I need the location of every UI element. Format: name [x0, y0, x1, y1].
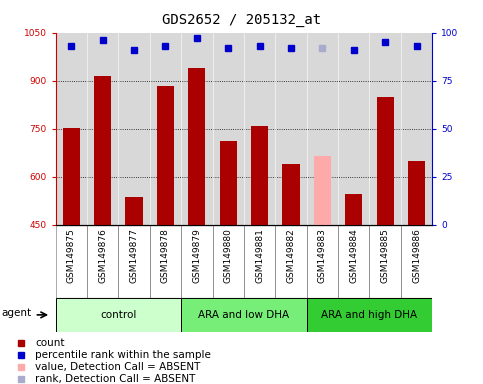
Text: GSM149885: GSM149885 [381, 228, 390, 283]
Bar [181, 225, 213, 298]
Text: GSM149886: GSM149886 [412, 228, 421, 283]
Bar [377, 97, 394, 225]
Bar [307, 298, 432, 332]
Bar [63, 128, 80, 225]
Bar [244, 225, 275, 298]
Bar [220, 141, 237, 225]
Text: value, Detection Call = ABSENT: value, Detection Call = ABSENT [35, 362, 200, 372]
Bar [314, 156, 331, 225]
Bar [126, 197, 142, 225]
Text: GSM149877: GSM149877 [129, 228, 139, 283]
Bar [275, 225, 307, 298]
Bar [150, 225, 181, 298]
Text: GDS2652 / 205132_at: GDS2652 / 205132_at [162, 13, 321, 27]
Text: GSM149878: GSM149878 [161, 228, 170, 283]
Bar [338, 225, 369, 298]
Bar [369, 225, 401, 298]
Bar [251, 126, 268, 225]
Bar [401, 225, 432, 298]
Bar [307, 225, 338, 298]
Text: control: control [100, 310, 137, 320]
Bar [283, 164, 299, 225]
Text: GSM149882: GSM149882 [286, 228, 296, 283]
Bar [188, 68, 205, 225]
Text: GSM149875: GSM149875 [67, 228, 76, 283]
Bar [213, 225, 244, 298]
Text: ARA and low DHA: ARA and low DHA [199, 310, 289, 320]
Bar [87, 225, 118, 298]
Text: rank, Detection Call = ABSENT: rank, Detection Call = ABSENT [35, 374, 196, 384]
Text: GSM149883: GSM149883 [318, 228, 327, 283]
Bar [94, 76, 111, 225]
Bar [56, 298, 181, 332]
Text: GSM149876: GSM149876 [98, 228, 107, 283]
Text: percentile rank within the sample: percentile rank within the sample [35, 350, 211, 360]
Bar [118, 225, 150, 298]
Text: GSM149880: GSM149880 [224, 228, 233, 283]
Text: count: count [35, 338, 65, 348]
Text: ARA and high DHA: ARA and high DHA [321, 310, 418, 320]
Bar [181, 298, 307, 332]
Text: agent: agent [1, 308, 31, 318]
Bar [408, 161, 425, 225]
Bar [345, 194, 362, 225]
Bar [157, 86, 174, 225]
Text: GSM149879: GSM149879 [192, 228, 201, 283]
Text: GSM149884: GSM149884 [349, 228, 358, 283]
Text: GSM149881: GSM149881 [255, 228, 264, 283]
Bar [56, 225, 87, 298]
